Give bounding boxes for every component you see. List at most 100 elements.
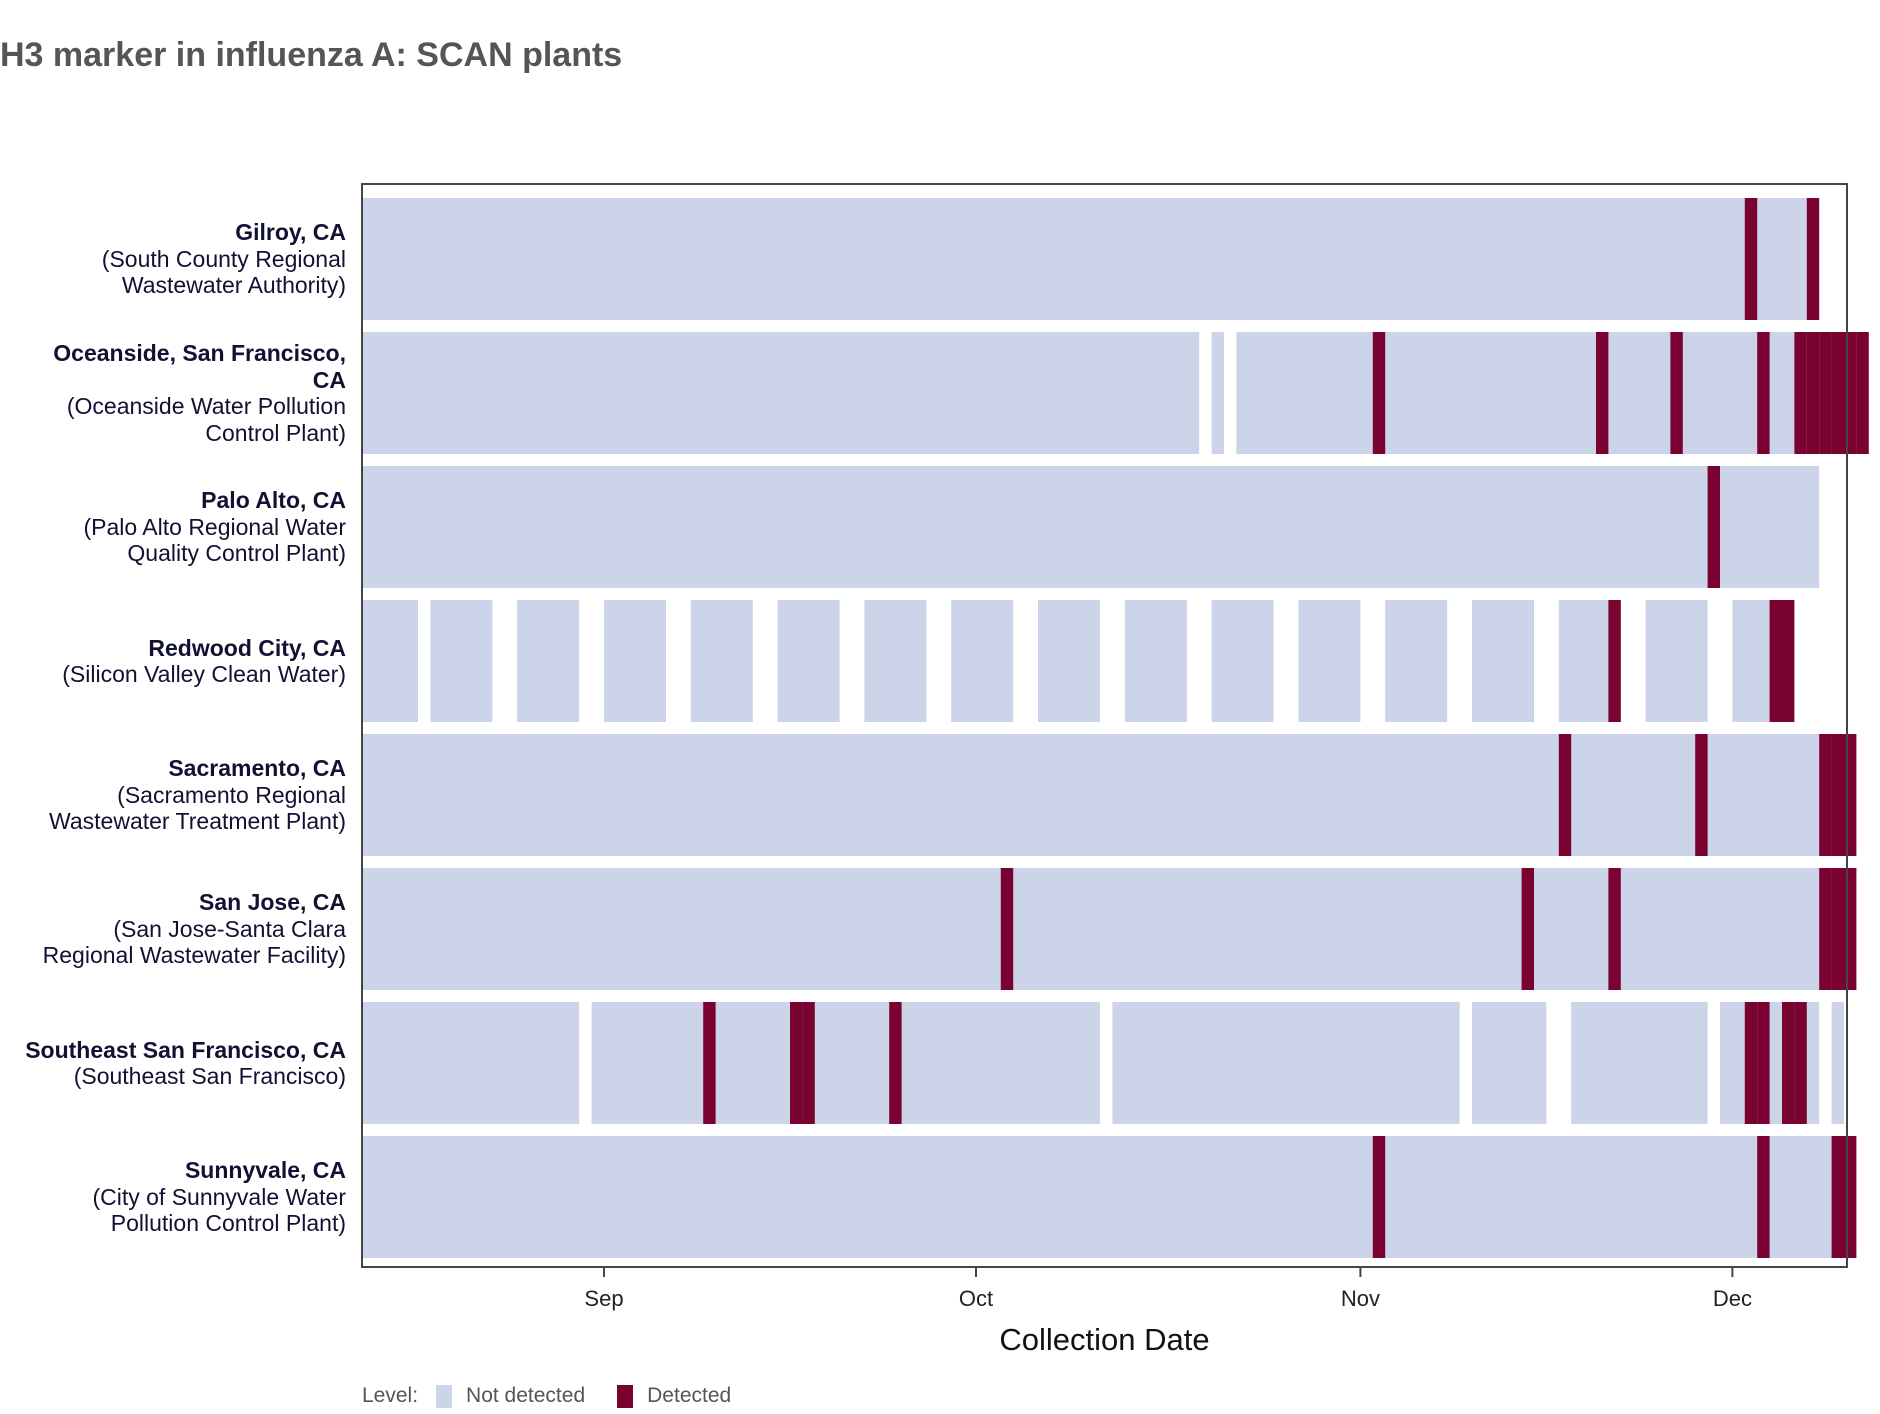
row-label-plant: (Palo Alto Regional Water Quality Contro… xyxy=(83,513,346,567)
row-label: Sacramento, CA (Sacramento Regional Waste… xyxy=(20,755,346,835)
legend-item-detected: Detected xyxy=(617,1384,731,1408)
row-label: Southeast San Francisco, CA (Southeast Sa… xyxy=(20,1037,346,1090)
row-label: Palo Alto, CA (Palo Alto Regional Water Q… xyxy=(20,487,346,567)
row-label-plant: (South County Regional Wastewater Author… xyxy=(101,245,346,299)
cell-not-detected xyxy=(363,332,1200,454)
row-label-plant: (Oceanside Water Pollution Control Plant… xyxy=(66,393,346,446)
cell-detected xyxy=(1831,734,1844,856)
row-label-location: Palo Alto, CA xyxy=(201,487,346,513)
cell-detected xyxy=(1372,332,1386,454)
cell-not-detected xyxy=(363,600,418,722)
cell-not-detected xyxy=(777,600,840,722)
cell-not-detected xyxy=(363,734,1844,856)
cell-not-detected xyxy=(363,1136,1844,1258)
cell-detected xyxy=(1596,332,1609,454)
legend-label-detected: Detected xyxy=(647,1384,732,1407)
row-label-location: Redwood City, CA xyxy=(148,634,346,661)
cell-not-detected xyxy=(1038,600,1100,722)
cell-not-detected xyxy=(1571,1002,1708,1124)
cell-not-detected xyxy=(1211,600,1274,722)
cell-not-detected xyxy=(1831,1002,1844,1124)
cell-detected xyxy=(1806,198,1820,320)
row-label-plant: (Southeast San Francisco) xyxy=(73,1063,346,1089)
cell-not-detected xyxy=(1112,1002,1460,1124)
row-label-location: Southeast San Francisco, CA xyxy=(25,1036,346,1063)
cell-detected xyxy=(1831,332,1844,454)
cell-detected xyxy=(1707,466,1720,588)
cell-detected xyxy=(889,1002,902,1124)
legend: Level: Not detected Detected xyxy=(362,1384,763,1408)
plot-frame xyxy=(361,183,1848,1268)
row-label-plant: (San Jose-Santa Clara Regional Wastewate… xyxy=(42,915,346,969)
row-label: San Jose, CA (San Jose-Santa Clara Region… xyxy=(20,889,346,969)
cell-detected xyxy=(1558,734,1572,856)
cell-not-detected xyxy=(363,198,1807,320)
cell-detected xyxy=(1819,332,1832,454)
cell-detected xyxy=(1856,332,1869,454)
cell-detected xyxy=(703,1002,716,1124)
row-label-plant: (Sacramento Regional Wastewater Treatmen… xyxy=(49,781,346,835)
cell-detected xyxy=(1757,332,1770,454)
row-label-location: San Jose, CA xyxy=(199,889,346,915)
row-label-location: Sunnyvale, CA xyxy=(184,1157,346,1183)
x-tick-label: Oct xyxy=(959,1286,993,1311)
legend-swatch-not-detected xyxy=(436,1384,453,1408)
cell-not-detected xyxy=(363,466,1820,588)
cell-detected xyxy=(1819,734,1832,856)
legend-title: Level: xyxy=(362,1384,419,1407)
heatmap-cells xyxy=(363,198,1869,1258)
cell-not-detected xyxy=(1472,600,1534,722)
cell-detected xyxy=(1831,1136,1844,1258)
cell-detected xyxy=(1806,332,1820,454)
cell-detected xyxy=(1819,868,1832,990)
legend-swatch-detected xyxy=(617,1384,634,1408)
cell-detected xyxy=(802,1002,815,1124)
cell-not-detected xyxy=(430,600,493,722)
row-label-location: Gilroy, CA xyxy=(235,219,346,245)
cell-not-detected xyxy=(1472,1002,1547,1124)
cell-detected xyxy=(1844,332,1857,454)
cell-not-detected xyxy=(363,1002,580,1124)
legend-item-not-detected: Not detected xyxy=(436,1384,585,1408)
cell-detected xyxy=(1844,734,1857,856)
row-label: Oceanside, San Francisco, CA (Oceanside W… xyxy=(20,340,346,446)
cell-detected xyxy=(1782,600,1795,722)
cell-not-detected xyxy=(1211,332,1224,454)
cell-not-detected xyxy=(690,600,753,722)
cell-detected xyxy=(790,1002,803,1124)
row-label: Redwood City, CA (Silicon Valley Clean Wa… xyxy=(20,635,346,688)
cell-detected xyxy=(1521,868,1534,990)
x-tick-label: Dec xyxy=(1713,1286,1752,1311)
chart-title: H3 marker in influenza A: SCAN plants xyxy=(0,36,623,74)
cell-not-detected xyxy=(1124,600,1187,722)
cell-not-detected xyxy=(517,600,580,722)
cell-not-detected xyxy=(1645,600,1708,722)
cell-not-detected xyxy=(864,600,927,722)
cell-detected xyxy=(1794,1002,1807,1124)
cell-detected xyxy=(1000,868,1014,990)
row-label-plant: (City of Sunnyvale Water Pollution Contr… xyxy=(92,1183,346,1237)
x-axis-title: Collection Date xyxy=(999,1322,1209,1357)
cell-detected xyxy=(1757,1002,1770,1124)
cell-not-detected xyxy=(604,600,666,722)
row-label-location: Oceanside, San Francisco, CA xyxy=(53,340,346,393)
cell-detected xyxy=(1695,734,1708,856)
row-label: Sunnyvale, CA (City of Sunnyvale Water Po… xyxy=(20,1157,346,1237)
cell-detected xyxy=(1670,332,1683,454)
cell-not-detected xyxy=(1298,600,1361,722)
cell-detected xyxy=(1757,1136,1770,1258)
x-tick-label: Nov xyxy=(1341,1286,1380,1311)
legend-label-not-detected: Not detected xyxy=(466,1384,586,1407)
cell-detected xyxy=(1744,1002,1758,1124)
cell-detected xyxy=(1769,600,1782,722)
cell-not-detected xyxy=(591,1002,1100,1124)
cell-not-detected xyxy=(1236,332,1844,454)
cell-detected xyxy=(1831,868,1844,990)
cell-detected xyxy=(1794,332,1807,454)
cell-detected xyxy=(1844,868,1857,990)
cell-detected xyxy=(1744,198,1758,320)
cell-detected xyxy=(1782,1002,1795,1124)
cell-detected xyxy=(1608,868,1621,990)
cell-not-detected xyxy=(363,868,1844,990)
